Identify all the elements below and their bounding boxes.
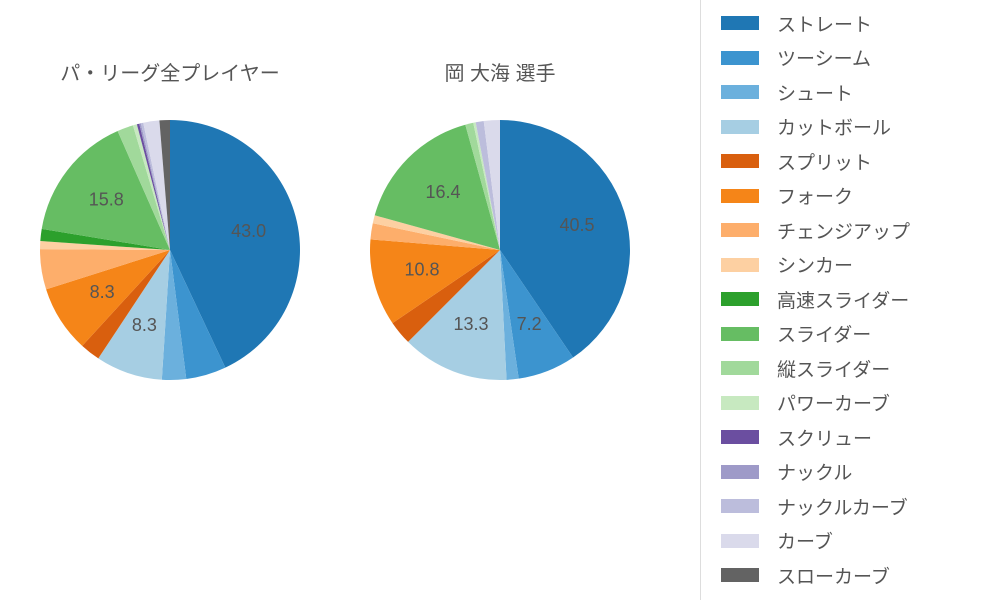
legend-swatch: [721, 258, 759, 272]
legend-swatch: [721, 51, 759, 65]
legend-label: 高速スライダー: [777, 286, 909, 313]
legend-label: スプリット: [777, 148, 872, 175]
legend-label: カーブ: [777, 527, 833, 554]
legend-item: カーブ: [721, 524, 992, 559]
legend-item: ナックル: [721, 455, 992, 490]
slice-label: 15.8: [89, 189, 124, 209]
legend-label: スライダー: [777, 320, 871, 347]
legend-swatch: [721, 16, 759, 30]
legend-swatch: [721, 396, 759, 410]
legend-label: カットボール: [777, 113, 891, 140]
legend-swatch: [721, 430, 759, 444]
root: パ・リーグ全プレイヤー 43.0 8.3 8.3 15.8 岡 大海 選手 40.5 7.2 1…: [0, 0, 1000, 600]
slice-label: 13.3: [454, 314, 489, 334]
pie-title: パ・リーグ全プレイヤー: [60, 62, 279, 85]
legend-swatch: [721, 120, 759, 134]
chart-area: パ・リーグ全プレイヤー 43.0 8.3 8.3 15.8 岡 大海 選手 40.5 7.2 1…: [0, 0, 700, 600]
legend-label: チェンジアップ: [777, 217, 910, 244]
legend-item: 縦スライダー: [721, 351, 992, 386]
legend: ストレートツーシームシュートカットボールスプリットフォークチェンジアップシンカー…: [700, 0, 1000, 600]
legend-item: ナックルカーブ: [721, 489, 992, 524]
legend-label: スクリュー: [777, 424, 872, 451]
legend-swatch: [721, 534, 759, 548]
slice-label: 7.2: [517, 314, 542, 334]
legend-item: シンカー: [721, 248, 992, 283]
legend-label: ストレート: [777, 10, 872, 37]
legend-swatch: [721, 465, 759, 479]
legend-label: ナックル: [777, 458, 852, 485]
legend-label: 縦スライダー: [777, 355, 890, 382]
legend-swatch: [721, 223, 759, 237]
legend-label: シュート: [777, 79, 853, 106]
legend-item: スライダー: [721, 317, 992, 352]
legend-swatch: [721, 154, 759, 168]
legend-swatch: [721, 189, 759, 203]
legend-label: パワーカーブ: [777, 389, 890, 416]
slice-label: 16.4: [425, 182, 460, 202]
legend-item: 高速スライダー: [721, 282, 992, 317]
legend-item: スプリット: [721, 144, 992, 179]
slice-label: 40.5: [560, 215, 595, 235]
legend-item: パワーカーブ: [721, 386, 992, 421]
legend-item: カットボール: [721, 110, 992, 145]
slice-label: 10.8: [405, 259, 440, 279]
legend-label: スローカーブ: [777, 562, 890, 589]
legend-label: ナックルカーブ: [777, 493, 908, 520]
legend-label: シンカー: [777, 251, 853, 278]
legend-item: ツーシーム: [721, 41, 992, 76]
pie-charts-svg: パ・リーグ全プレイヤー 43.0 8.3 8.3 15.8 岡 大海 選手 40.5 7.2 1…: [0, 0, 700, 600]
legend-label: フォーク: [777, 182, 853, 209]
legend-swatch: [721, 85, 759, 99]
legend-item: スクリュー: [721, 420, 992, 455]
slice-label: 8.3: [132, 315, 157, 335]
legend-swatch: [721, 499, 759, 513]
legend-item: チェンジアップ: [721, 213, 992, 248]
legend-swatch: [721, 327, 759, 341]
legend-item: フォーク: [721, 179, 992, 214]
pie-title: 岡 大海 選手: [444, 62, 555, 85]
legend-label: ツーシーム: [777, 44, 871, 71]
slice-label: 8.3: [90, 282, 115, 302]
legend-swatch: [721, 292, 759, 306]
legend-item: ストレート: [721, 6, 992, 41]
legend-swatch: [721, 361, 759, 375]
legend-item: スローカーブ: [721, 558, 992, 593]
legend-item: シュート: [721, 75, 992, 110]
legend-swatch: [721, 568, 759, 582]
slice-label: 43.0: [231, 221, 266, 241]
